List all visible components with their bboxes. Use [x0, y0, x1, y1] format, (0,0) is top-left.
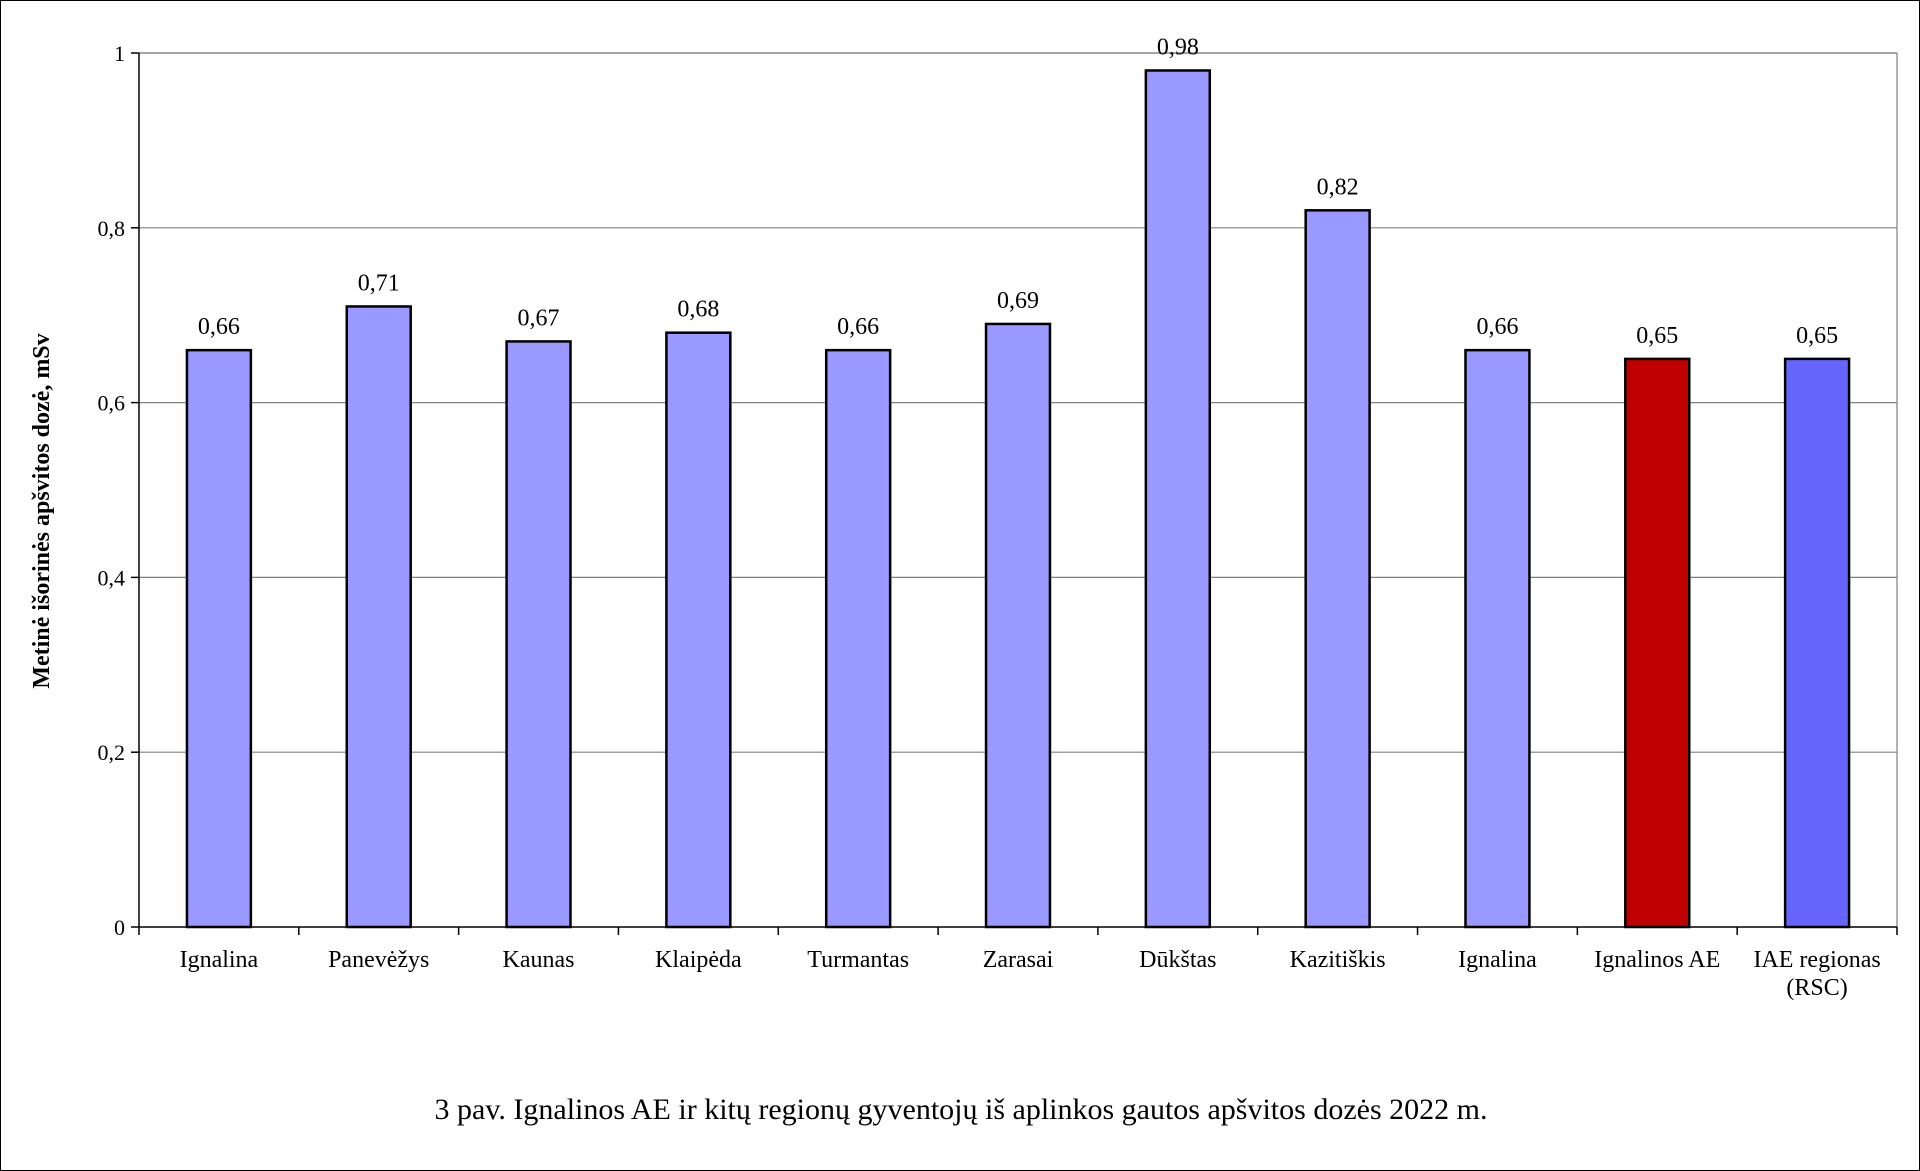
y-tick-label: 0 — [114, 915, 125, 940]
data-label: 0,68 — [677, 297, 719, 323]
bar — [1783, 357, 1851, 929]
bars — [185, 69, 1851, 929]
y-tick-label: 0,6 — [98, 391, 126, 416]
data-label: 0,71 — [358, 270, 400, 296]
bar — [984, 322, 1052, 929]
x-category-label: Ignalinos AE — [1594, 947, 1720, 973]
x-category-label: Kaunas — [503, 947, 575, 973]
y-tick-label: 0,2 — [98, 740, 126, 765]
bar — [505, 340, 572, 929]
bar — [1144, 69, 1212, 929]
axes — [131, 52, 1898, 935]
bar — [1624, 357, 1691, 929]
data-label: 0,66 — [837, 314, 879, 340]
y-tick-label: 0,8 — [98, 216, 126, 241]
y-tick-label: 0,4 — [98, 565, 126, 590]
y-tick-labels: 0 0,2 0,4 0,6 0,8 1 — [98, 41, 126, 940]
data-label: 0,69 — [997, 288, 1039, 314]
bar — [665, 331, 732, 929]
data-label: 0,65 — [1796, 323, 1838, 349]
bar — [185, 348, 253, 929]
x-category-label: Turmantas — [807, 947, 909, 973]
figure-caption: 3 pav. Ignalinos AE ir kitų regionų gyve… — [434, 1093, 1488, 1126]
data-labels: 0,66 0,71 0,67 0,68 0,66 0,69 0,98 0,82 0,66 0,65… — [198, 34, 1838, 348]
x-category-label: IAE regionas — [1753, 947, 1880, 973]
x-category-label: (RSC) — [1786, 975, 1847, 1001]
data-label: 0,65 — [1636, 323, 1678, 349]
y-tick-label: 1 — [114, 41, 125, 66]
x-category-label: Klaipėda — [655, 947, 742, 973]
x-category-label: Kazitiškis — [1290, 947, 1386, 973]
y-axis-label: Metinė išorinės apšvitos dozė, mSv — [29, 333, 55, 688]
bar — [1304, 209, 1371, 929]
data-label: 0,66 — [1476, 314, 1518, 340]
x-category-labels: Ignalina Panevėžys Kaunas Klaipėda Turmantas… — [180, 947, 1881, 1001]
bar — [824, 348, 892, 929]
bar-chart: 00,20,40,60,81 0,660,710,67 0,680,660,690… — [29, 34, 1898, 1001]
x-category-label: Ignalina — [1458, 947, 1537, 973]
data-label: 0,82 — [1317, 174, 1359, 200]
x-category-label: Dūkštas — [1139, 947, 1216, 973]
data-label: 0,67 — [518, 305, 560, 331]
bar — [345, 305, 412, 929]
x-category-label: Panevėžys — [328, 947, 429, 973]
data-label: 0,66 — [198, 314, 240, 340]
data-label: 0,98 — [1157, 34, 1199, 60]
x-category-label: Zarasai — [983, 947, 1054, 973]
x-category-label: Ignalina — [180, 947, 259, 973]
bar — [1464, 348, 1531, 929]
